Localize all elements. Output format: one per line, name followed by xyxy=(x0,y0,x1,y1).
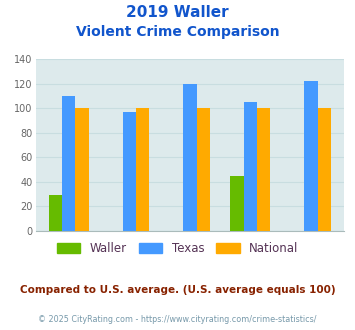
Bar xyxy=(244,102,257,231)
Bar xyxy=(183,84,197,231)
Bar xyxy=(230,176,244,231)
Bar xyxy=(49,195,62,231)
Legend: Waller, Texas, National: Waller, Texas, National xyxy=(52,237,303,260)
Bar xyxy=(318,109,331,231)
Bar xyxy=(257,109,271,231)
Bar xyxy=(197,109,210,231)
Bar xyxy=(76,109,89,231)
Text: Violent Crime Comparison: Violent Crime Comparison xyxy=(76,25,279,39)
Text: © 2025 CityRating.com - https://www.cityrating.com/crime-statistics/: © 2025 CityRating.com - https://www.city… xyxy=(38,315,317,324)
Bar xyxy=(62,96,76,231)
Text: Compared to U.S. average. (U.S. average equals 100): Compared to U.S. average. (U.S. average … xyxy=(20,285,335,295)
Bar xyxy=(136,109,149,231)
Bar xyxy=(304,82,318,231)
Bar xyxy=(123,112,136,231)
Text: 2019 Waller: 2019 Waller xyxy=(126,5,229,20)
